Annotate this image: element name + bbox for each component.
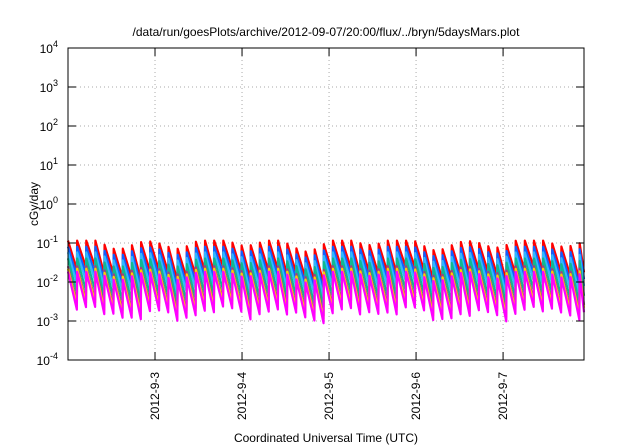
x-tick-label: 2012-9-3 bbox=[148, 372, 162, 420]
y-axis: 10-4 10-3 10-2 10-1 100 101 102 103 104 bbox=[37, 39, 584, 368]
x-axis: 2012-9-3 2012-9-4 2012-9-5 2012-9-6 2012-9-7 bbox=[148, 48, 510, 420]
y-tick-label: 103 bbox=[40, 78, 58, 95]
chart-title: /data/run/goesPlots/archive/2012-09-07/2… bbox=[133, 25, 521, 39]
y-tick-label: 10-2 bbox=[37, 273, 58, 290]
x-tick-label: 2012-9-4 bbox=[235, 372, 249, 420]
y-tick-label: 101 bbox=[40, 156, 58, 173]
y-tick-label: 10-4 bbox=[37, 351, 58, 368]
y-tick-label: 10-1 bbox=[37, 234, 58, 251]
series-4-line bbox=[66, 257, 586, 308]
series-group bbox=[66, 239, 586, 325]
x-tick-label: 2012-9-7 bbox=[496, 372, 510, 420]
series-1-line bbox=[66, 239, 586, 285]
x-tick-label: 2012-9-5 bbox=[322, 372, 336, 420]
y-tick-label: 104 bbox=[40, 39, 58, 56]
x-tick-label: 2012-9-6 bbox=[409, 372, 423, 420]
series-7-line bbox=[66, 270, 586, 325]
y-tick-label: 10-3 bbox=[37, 312, 58, 329]
y-tick-label: 100 bbox=[40, 195, 58, 212]
y-axis-label: cGy/day bbox=[27, 182, 41, 226]
series-3-line bbox=[66, 251, 586, 299]
x-axis-label: Coordinated Universal Time (UTC) bbox=[234, 431, 418, 445]
series-2-line bbox=[66, 245, 586, 292]
y-tick-label: 102 bbox=[40, 117, 58, 134]
